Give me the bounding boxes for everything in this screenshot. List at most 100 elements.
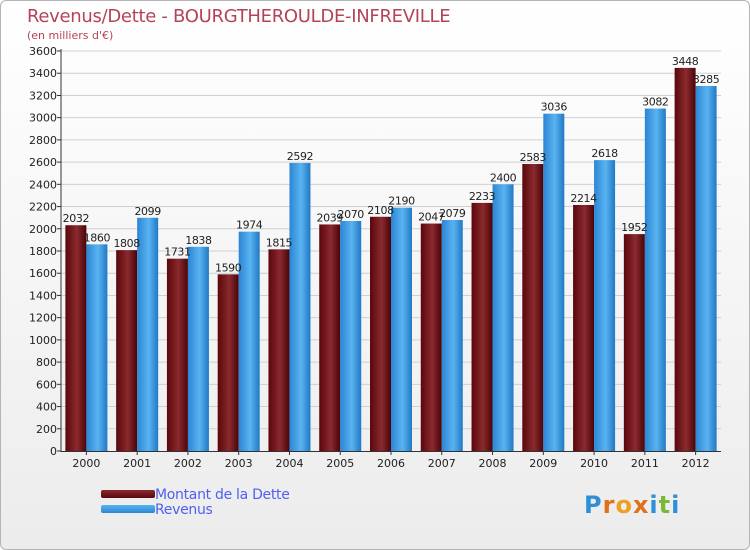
y-tick-label: 800 <box>36 356 57 369</box>
bar-revenus <box>695 86 717 451</box>
y-tick-label: 1800 <box>29 245 57 258</box>
x-tick-label: 2008 <box>479 457 507 470</box>
y-tick-label: 1000 <box>29 334 57 347</box>
x-tick-label: 2011 <box>631 457 659 470</box>
bar-dette <box>471 202 493 451</box>
data-label: 3036 <box>541 101 568 114</box>
logo-letter: t <box>658 491 672 519</box>
bar-dette <box>370 216 391 451</box>
bar-dette <box>268 249 290 451</box>
logo-letter: o <box>615 491 633 519</box>
data-label: 2583 <box>520 151 547 164</box>
data-label: 3082 <box>642 96 668 109</box>
bar-revenus <box>187 246 209 451</box>
data-label: 2108 <box>367 204 394 217</box>
legend-swatch-revenus <box>101 505 155 513</box>
x-tick-label: 2003 <box>225 457 253 470</box>
bar-revenus <box>86 244 108 451</box>
bar-dette <box>65 225 87 451</box>
x-tick-label: 2004 <box>275 457 303 470</box>
data-label: 2079 <box>439 207 466 220</box>
bar-revenus <box>238 231 260 451</box>
y-tick-label: 2200 <box>29 201 57 214</box>
x-axis-ticks: 2000 2001 2002 2003 2004 2005 2006 2007 2008 2009… <box>72 451 710 470</box>
data-label: 1590 <box>215 261 242 274</box>
bar-dette <box>420 223 442 451</box>
proxiti-logo: Proxiti <box>584 491 680 519</box>
data-label: 2039 <box>317 211 344 224</box>
chart-unit-subtitle: (en milliers d'€) <box>27 29 114 42</box>
bar-dette <box>116 250 138 451</box>
bar-dette <box>522 164 544 451</box>
bar-revenus <box>340 221 362 451</box>
y-tick-label: 3200 <box>29 89 57 102</box>
x-tick-label: 2006 <box>377 457 405 470</box>
bar-revenus <box>441 220 463 451</box>
bar-revenus <box>543 113 565 452</box>
y-tick-label: 2000 <box>29 223 57 236</box>
bar-revenus <box>289 163 311 451</box>
data-label: 2099 <box>134 205 161 218</box>
data-label: 2618 <box>591 147 618 160</box>
y-tick-label: 3400 <box>29 67 57 80</box>
data-label: 2214 <box>570 192 597 205</box>
bar-dette <box>674 67 696 451</box>
legend-label-revenus: Revenus <box>155 502 213 518</box>
bar-dette <box>573 205 595 451</box>
y-tick-label: 3600 <box>29 45 57 58</box>
bar-revenus <box>594 160 616 451</box>
y-tick-label: 2600 <box>29 156 57 169</box>
data-label: 1860 <box>84 231 111 244</box>
data-label: 2032 <box>63 212 89 225</box>
x-tick-label: 2012 <box>682 457 710 470</box>
y-axis-ticks: 0 200 400 600 800 1000 1200 1400 1600 1800 2000 220… <box>29 45 61 458</box>
data-label: 1952 <box>621 221 647 234</box>
x-tick-label: 2002 <box>174 457 202 470</box>
data-label: 2233 <box>469 190 496 203</box>
bar-dette <box>166 258 188 451</box>
data-label: 1815 <box>266 236 293 249</box>
legend-label-dette: Montant de la Dette <box>155 487 290 503</box>
bar-revenus <box>391 207 412 451</box>
data-label: 1838 <box>185 234 212 247</box>
data-label: 2592 <box>287 150 313 163</box>
bar-chart: 0 200 400 600 800 1000 1200 1400 1600 1800 2000 220… <box>29 45 721 470</box>
y-tick-label: 2800 <box>29 134 57 147</box>
y-tick-label: 600 <box>36 378 57 391</box>
bar-revenus <box>644 108 666 452</box>
x-tick-label: 2009 <box>529 457 557 470</box>
y-tick-label: 1400 <box>29 289 57 302</box>
logo-letter: P <box>584 491 603 519</box>
data-label: 2190 <box>388 195 415 208</box>
bar-dette <box>319 224 341 451</box>
data-label: 2400 <box>490 171 517 184</box>
x-tick-label: 2005 <box>326 457 354 470</box>
x-tick-label: 2010 <box>580 457 608 470</box>
x-tick-label: 2007 <box>428 457 456 470</box>
y-tick-label: 200 <box>36 423 57 436</box>
logo-letter: x <box>632 491 650 519</box>
bars <box>65 67 717 452</box>
data-label: 3285 <box>693 73 720 86</box>
data-label: 1731 <box>164 246 190 259</box>
y-tick-label: 3000 <box>29 112 57 125</box>
data-label: 1974 <box>236 219 263 232</box>
legend-swatch-dette <box>101 490 155 498</box>
chart-title: Revenus/Dette - BOURGTHEROULDE-INFREVILL… <box>27 6 451 27</box>
y-tick-label: 1200 <box>29 312 57 325</box>
x-tick-label: 2001 <box>123 457 151 470</box>
bar-dette <box>623 234 645 451</box>
bar-dette <box>217 274 239 451</box>
x-tick-label: 2000 <box>72 457 100 470</box>
logo-letter: i <box>649 491 659 519</box>
y-tick-label: 1600 <box>29 267 57 280</box>
data-label: 2070 <box>338 208 365 221</box>
logo-letter: i <box>671 491 681 519</box>
y-tick-label: 400 <box>36 401 57 414</box>
bar-revenus <box>137 217 159 451</box>
data-label: 1808 <box>113 237 140 250</box>
logo-letter: r <box>602 491 616 519</box>
data-label: 2047 <box>418 211 445 224</box>
